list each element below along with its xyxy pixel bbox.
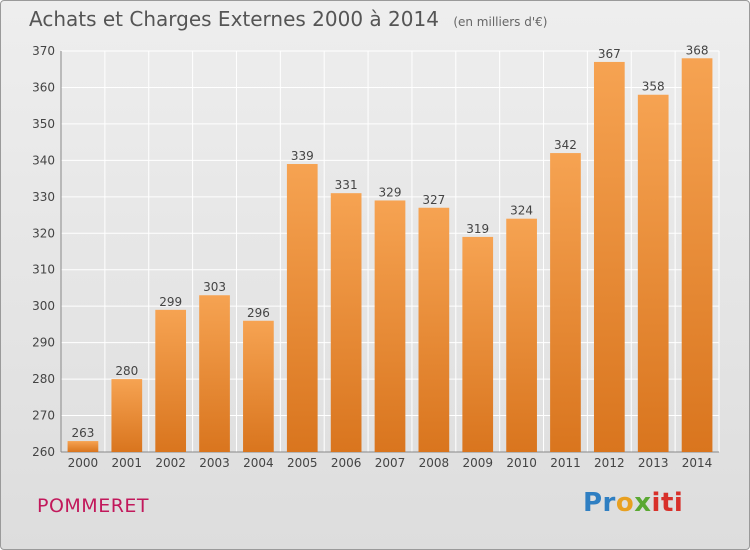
bars (67, 58, 713, 453)
bar-2003 (199, 295, 230, 452)
chart-subtitle: (en milliers d'€) (453, 15, 548, 29)
y-tick-label: 370 (32, 44, 55, 58)
value-label: 280 (115, 364, 138, 378)
y-tick-label: 310 (32, 263, 55, 277)
y-tick-label: 350 (32, 117, 55, 131)
y-tick-label: 320 (32, 226, 55, 240)
x-tick-label: 2010 (506, 456, 537, 470)
value-label: 339 (291, 149, 314, 163)
x-tick-label: 2008 (419, 456, 450, 470)
data-labels: 263 280 299 303 296 339 331 329 327 319 324 342 367 3… (71, 43, 708, 440)
x-tick-label: 2014 (682, 456, 713, 470)
logo-part-1: Pr (583, 488, 616, 518)
value-label: 263 (71, 426, 94, 440)
bar-2008 (418, 207, 450, 452)
y-tick-label: 360 (32, 80, 55, 94)
value-label: 367 (598, 47, 621, 61)
bar-2004 (243, 320, 274, 452)
bar-2007 (374, 200, 406, 452)
y-tick-label: 340 (32, 153, 55, 167)
x-tick-label: 2004 (243, 456, 274, 470)
x-tick-label: 2000 (68, 456, 99, 470)
x-tick-label: 2013 (638, 456, 669, 470)
y-tick-label: 260 (32, 445, 55, 459)
value-label: 324 (510, 204, 533, 218)
chart-title-text: Achats et Charges Externes 2000 à 2014 (29, 7, 439, 31)
value-label: 329 (379, 185, 402, 199)
x-tick-label: 2002 (155, 456, 186, 470)
y-tick-label: 290 (32, 336, 55, 350)
bar-2005 (286, 164, 318, 452)
bar-2014 (681, 58, 713, 453)
value-label: 319 (466, 222, 489, 236)
value-label: 303 (203, 280, 226, 294)
bar-2006 (330, 193, 362, 452)
x-tick-label: 2005 (287, 456, 318, 470)
x-tick-label: 2003 (199, 456, 230, 470)
axes: 260 270 280 290 300 310 320 330 340 350 360 370 2000… (32, 44, 719, 470)
x-tick-label: 2006 (331, 456, 362, 470)
y-tick-label: 270 (32, 409, 55, 423)
x-tick-label: 2007 (375, 456, 406, 470)
value-label: 299 (159, 295, 182, 309)
bar-2010 (506, 218, 537, 452)
bar-2000 (67, 441, 99, 452)
value-label: 327 (422, 193, 445, 207)
x-tick-label: 2011 (550, 456, 581, 470)
value-label: 368 (686, 43, 709, 57)
logo-part-2: o (615, 488, 635, 518)
bar-2013 (637, 94, 669, 452)
place-name: POMMERET (37, 495, 150, 517)
y-tick-label: 280 (32, 372, 55, 386)
chart-title: Achats et Charges Externes 2000 à 2014 (… (29, 7, 547, 31)
proxiti-logo: Proxiti (583, 488, 683, 518)
y-tick-label: 300 (32, 299, 55, 313)
bar-2002 (155, 309, 187, 452)
x-tick-label: 2001 (112, 456, 143, 470)
bar-2011 (550, 153, 581, 452)
x-tick-label: 2012 (594, 456, 625, 470)
bar-2001 (111, 379, 143, 452)
x-tick-label: 2009 (462, 456, 493, 470)
value-label: 358 (642, 80, 665, 94)
bar-2012 (593, 61, 625, 452)
value-label: 331 (335, 178, 358, 192)
bar-2009 (462, 236, 494, 452)
y-tick-label: 330 (32, 190, 55, 204)
value-label: 296 (247, 306, 270, 320)
value-label: 342 (554, 138, 577, 152)
logo-part-4: iti (651, 488, 684, 518)
logo-part-3: x (634, 488, 652, 518)
